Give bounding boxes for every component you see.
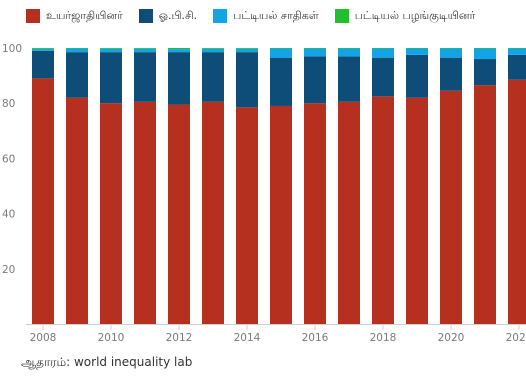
bar-segment xyxy=(168,49,190,53)
legend-item: பட்டியல் சாதிகள் xyxy=(213,9,319,24)
bar-segment xyxy=(168,52,190,105)
bar-segment xyxy=(66,52,88,98)
bar-segment xyxy=(406,54,428,98)
bar-segment xyxy=(168,104,190,324)
bar-segment xyxy=(134,48,156,49)
legend-swatch xyxy=(26,9,40,23)
bar-segment xyxy=(406,48,428,49)
bar-segment xyxy=(134,101,156,324)
y-tick-label: 100 xyxy=(2,43,22,55)
bar-segment xyxy=(236,48,258,53)
bar-segment xyxy=(270,105,292,325)
bar-segment xyxy=(304,48,326,57)
bar-segment xyxy=(338,56,360,102)
bar-segment xyxy=(338,101,360,324)
legend-item: ஓ.பி.சி. xyxy=(138,8,198,24)
legend-item: பட்டியல் பழங்குடியினர் xyxy=(334,8,476,24)
bar-segment xyxy=(236,107,258,324)
x-tick-label: 2020 xyxy=(438,332,465,344)
legend-label: பட்டியல் சாதிகள் xyxy=(233,8,319,22)
bar-segment xyxy=(66,48,88,49)
x-tick-label: 2012 xyxy=(166,332,193,344)
bar-segment xyxy=(100,52,122,104)
legend-swatch xyxy=(334,9,349,23)
bar-segment xyxy=(474,48,496,49)
legend-item: உயர்ஜாதியினர் xyxy=(26,9,123,24)
y-tick-label: 60 xyxy=(2,153,15,165)
bar-segment xyxy=(372,57,394,97)
x-tick-label: 2014 xyxy=(234,332,261,344)
y-tick-label: 40 xyxy=(2,209,15,221)
bar-segment xyxy=(372,96,394,324)
bar-segment xyxy=(338,48,360,57)
y-tick-label: 80 xyxy=(2,98,15,110)
bar-segment xyxy=(270,48,292,58)
bar-segment xyxy=(338,48,360,49)
bar-segment xyxy=(270,48,292,49)
bar-segment xyxy=(440,48,462,49)
bar-segment xyxy=(168,48,190,50)
legend-label: ஓ.பி.சி. xyxy=(158,8,198,22)
legend-label: பட்டியல் பழங்குடியினர் xyxy=(354,8,476,22)
bar-segment xyxy=(270,57,292,106)
y-tick-label: 20 xyxy=(2,264,15,276)
bar-segment xyxy=(32,48,54,51)
bar-segment xyxy=(440,57,462,91)
legend-swatch xyxy=(138,9,153,23)
bar-segment xyxy=(372,48,394,49)
bar-segment xyxy=(508,48,526,55)
bar-segment xyxy=(202,48,224,53)
bar-segment xyxy=(100,48,122,49)
bar-segment xyxy=(202,48,224,49)
bar-segment xyxy=(32,78,54,324)
bar-segment xyxy=(32,48,54,49)
x-tick-label: 2018 xyxy=(370,332,397,344)
bar-segment xyxy=(474,85,496,324)
bar-segment xyxy=(304,56,326,104)
bar-segment xyxy=(32,50,54,79)
source-caption: ஆதாரம்: world inequality lab xyxy=(21,355,193,369)
bar-segment xyxy=(304,48,326,49)
legend-swatch xyxy=(213,9,228,23)
bar-segment xyxy=(508,48,526,49)
bar-segment xyxy=(236,48,258,49)
chart-legend: உயர்ஜாதியினர் ஓ.பி.சி. பட்டியல் சாதிகள் பட்… xyxy=(26,6,475,26)
bar-segment xyxy=(66,48,88,53)
bar-segment xyxy=(100,103,122,324)
bar-segment xyxy=(134,52,156,102)
bar-segment xyxy=(134,48,156,53)
bar-segment xyxy=(236,52,258,108)
legend-label: உயர்ஜாதியினர் xyxy=(46,8,123,22)
x-tick-label: 2016 xyxy=(302,332,329,344)
bar-segment xyxy=(406,48,428,55)
x-tick-label: 2022 xyxy=(506,332,526,344)
bar-segment xyxy=(440,90,462,324)
x-tick-label: 2008 xyxy=(30,332,57,344)
bar-segment xyxy=(100,48,122,53)
bar-segment xyxy=(202,52,224,102)
bar-segment xyxy=(474,59,496,86)
bar-segment xyxy=(202,101,224,324)
bar-segment xyxy=(508,79,526,325)
bar-segment xyxy=(508,54,526,80)
bar-segment xyxy=(66,97,88,325)
bar-segment xyxy=(372,48,394,58)
bar-segment xyxy=(474,48,496,60)
x-tick-label: 2010 xyxy=(98,332,125,344)
bar-segment xyxy=(440,48,462,58)
bar-segment xyxy=(304,103,326,324)
bar-segment xyxy=(406,97,428,325)
